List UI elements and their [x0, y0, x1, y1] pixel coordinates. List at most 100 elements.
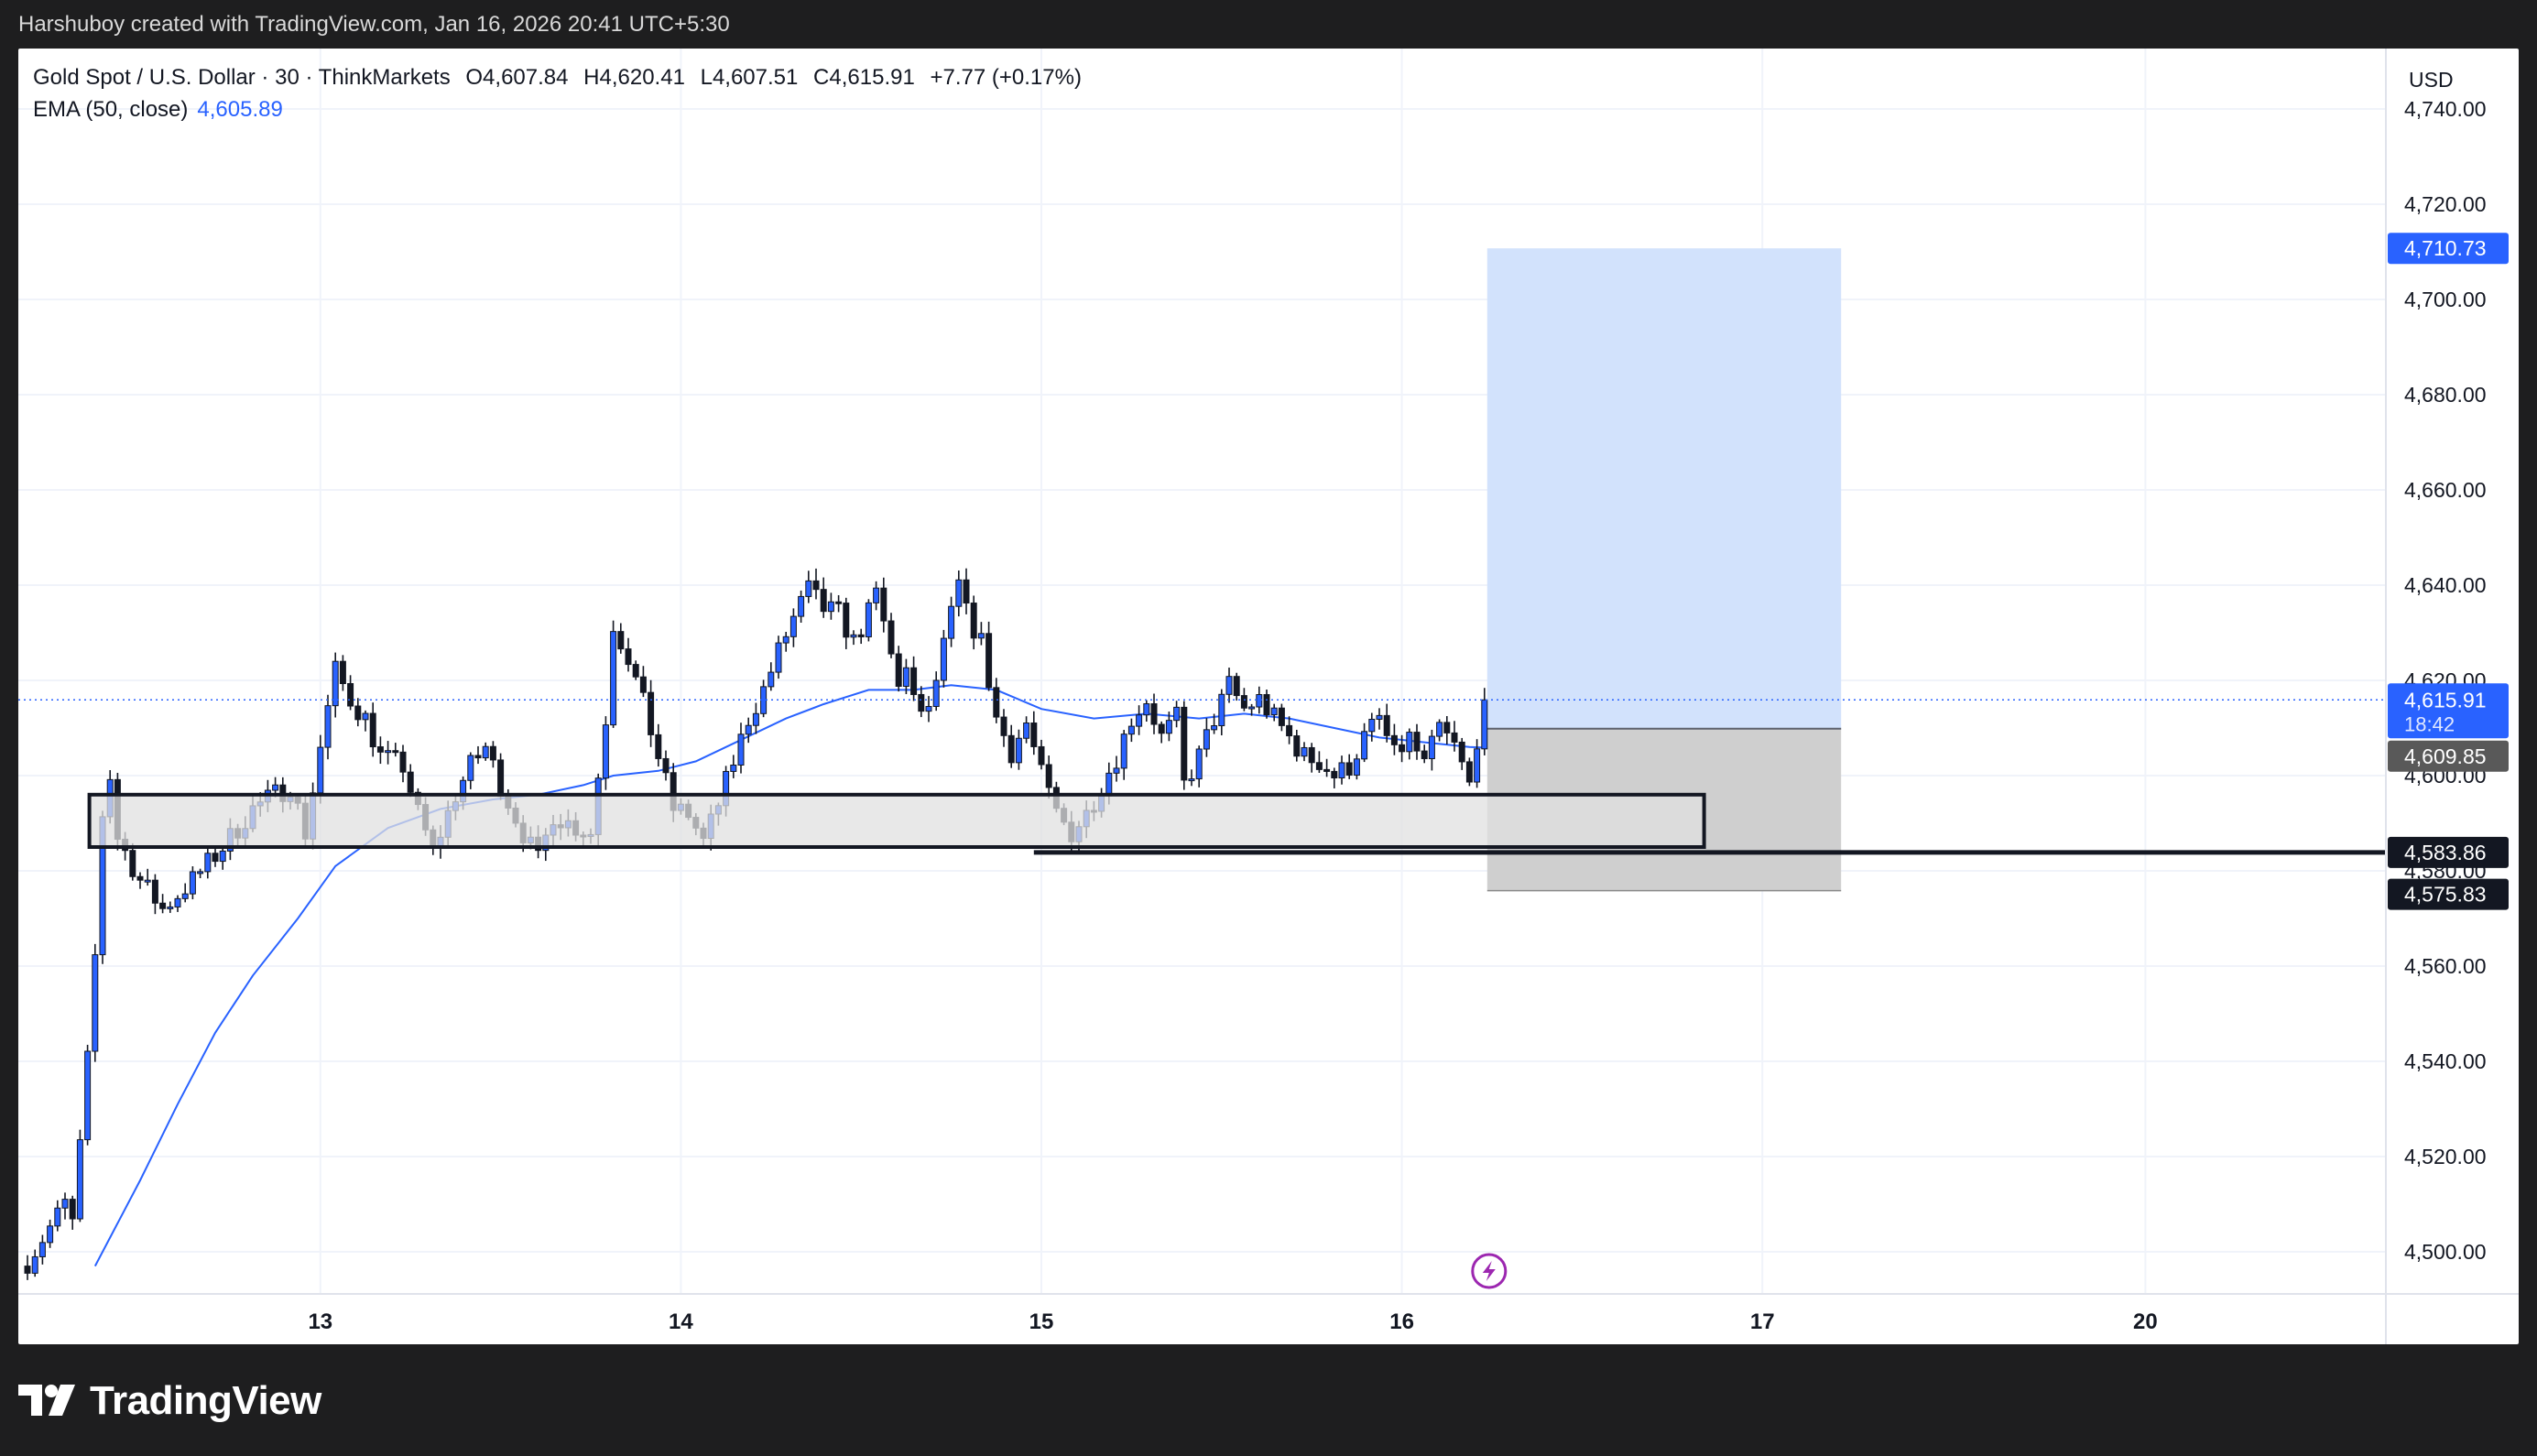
candle-body: [1015, 737, 1022, 764]
attribution-text: Harshuboy created with TradingView.com, …: [18, 12, 730, 37]
candle-body: [1436, 722, 1443, 737]
candle-body: [482, 745, 489, 759]
candle-body: [1331, 770, 1338, 779]
candle-body: [918, 693, 925, 712]
candle-body: [189, 871, 196, 895]
candle-body: [602, 724, 609, 779]
legend-close: C4,615.91: [813, 65, 915, 90]
date-tick-label: 14: [669, 1309, 693, 1334]
candle-body: [1345, 762, 1353, 776]
candle-body: [151, 879, 158, 904]
lightning-bolt-icon: [1482, 1261, 1496, 1281]
candle-body: [948, 605, 955, 639]
candle-body: [1338, 762, 1345, 779]
legend-symbol-row[interactable]: Gold Spot / U.S. Dollar · 30 · ThinkMark…: [33, 61, 1082, 93]
grid-lines: [18, 49, 2386, 1294]
target-price-label-bg: [2388, 233, 2509, 265]
candle-body: [902, 667, 909, 687]
candle-body: [925, 705, 932, 712]
candle-body: [737, 733, 745, 766]
candle-body: [977, 633, 985, 639]
candle-body: [219, 850, 226, 863]
candle-body: [1000, 716, 1007, 736]
candles: [24, 568, 1488, 1280]
candle-body: [1315, 762, 1323, 770]
price-tick-label: 4,680.00: [2404, 383, 2487, 407]
candle-body: [84, 1050, 92, 1141]
candle-body: [376, 746, 384, 753]
legend-ema-row[interactable]: EMA (50, close) 4,605.89: [33, 93, 1082, 125]
candle-body: [655, 733, 662, 759]
candle-body: [820, 589, 827, 613]
position-zones: [1486, 248, 1842, 892]
chart-panel[interactable]: USD 4,740.00 4,720.00 4,700.00 4,680.00 4,660…: [18, 49, 2519, 1344]
price-tick-label: 4,560.00: [2404, 954, 2487, 978]
candle-body: [1218, 693, 1225, 727]
candle-body: [1023, 723, 1030, 739]
candle-body: [610, 631, 617, 726]
candle-body: [399, 751, 407, 773]
candle-body: [489, 745, 496, 761]
tradingview-logo[interactable]: TradingView: [18, 1374, 321, 1429]
candle-body: [850, 634, 857, 638]
ema-layer: [93, 684, 1485, 1267]
candle-body: [1399, 744, 1406, 753]
candle-body: [993, 687, 1000, 718]
candle-body: [497, 759, 505, 798]
candle-body: [339, 660, 346, 685]
candle-body: [910, 667, 918, 695]
price-chart[interactable]: USD 4,740.00 4,720.00 4,700.00 4,680.00 4,660…: [18, 49, 2519, 1344]
candle-body: [857, 634, 865, 637]
candle-body: [362, 712, 369, 721]
candle-body: [1474, 748, 1481, 783]
candle-body: [1181, 706, 1188, 781]
candle-body: [76, 1139, 83, 1220]
candle-body: [1286, 724, 1293, 737]
line-price-label: 4,583.86: [2404, 841, 2487, 864]
candle-body: [789, 615, 797, 637]
price-tick-label: 4,720.00: [2404, 192, 2487, 216]
candle-body: [354, 705, 362, 721]
candle-body: [880, 587, 887, 622]
legend-ema-label[interactable]: EMA (50, close): [33, 97, 189, 122]
legend-symbol[interactable]: Gold Spot / U.S. Dollar · 30 · ThinkMark…: [33, 65, 451, 90]
candle-body: [392, 750, 399, 754]
candle-body: [1383, 714, 1390, 736]
candle-body: [648, 691, 655, 735]
line-price-label-bg: [2388, 836, 2509, 868]
candle-body: [1481, 699, 1488, 750]
candle-body: [1150, 703, 1158, 725]
candle-body: [272, 784, 279, 791]
ema-line[interactable]: [93, 684, 1485, 1267]
date-tick-label: 13: [308, 1309, 332, 1334]
lightning-icon[interactable]: [1471, 1253, 1508, 1289]
candle-body: [662, 757, 670, 774]
current-price-label: 4,615.91: [2404, 688, 2487, 712]
candle-body: [752, 712, 759, 726]
candle-body: [1211, 725, 1218, 731]
candle-body: [47, 1225, 54, 1244]
candle-body: [1195, 748, 1203, 780]
candle-body: [1458, 741, 1465, 763]
candle-body: [1323, 768, 1331, 772]
candle-body: [955, 579, 963, 607]
candle-body: [1233, 676, 1240, 697]
candle-body: [1113, 767, 1120, 774]
legend-open: O4,607.84: [465, 65, 569, 90]
candle-body: [136, 875, 144, 881]
candle-body: [1376, 714, 1383, 720]
candle-body: [159, 902, 167, 909]
candle-body: [768, 671, 775, 688]
candle-body: [1105, 772, 1113, 797]
price-tick-label: 4,640.00: [2404, 573, 2487, 597]
attribution-bar: Harshuboy created with TradingView.com, …: [0, 0, 2537, 49]
support-zone-box[interactable]: [87, 792, 1706, 849]
candle-body: [970, 603, 977, 639]
date-tick-label: 17: [1750, 1309, 1775, 1334]
candle-body: [69, 1199, 76, 1220]
candle-body: [1203, 729, 1210, 750]
candle-body: [144, 879, 151, 883]
tradingview-logo-icon: [18, 1385, 75, 1416]
candle-body: [407, 771, 414, 793]
price-tick-label: 4,740.00: [2404, 97, 2487, 121]
